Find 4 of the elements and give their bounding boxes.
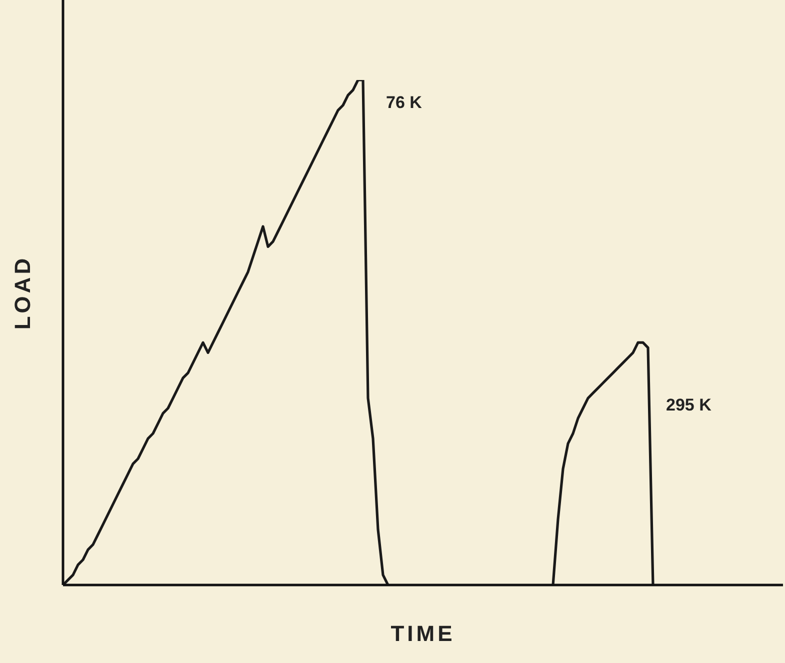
series-label: 76 K [386,93,423,112]
y-axis-title: LOAD [10,255,35,330]
series-label: 295 K [666,396,712,415]
x-axis-title: TIME [390,621,456,646]
